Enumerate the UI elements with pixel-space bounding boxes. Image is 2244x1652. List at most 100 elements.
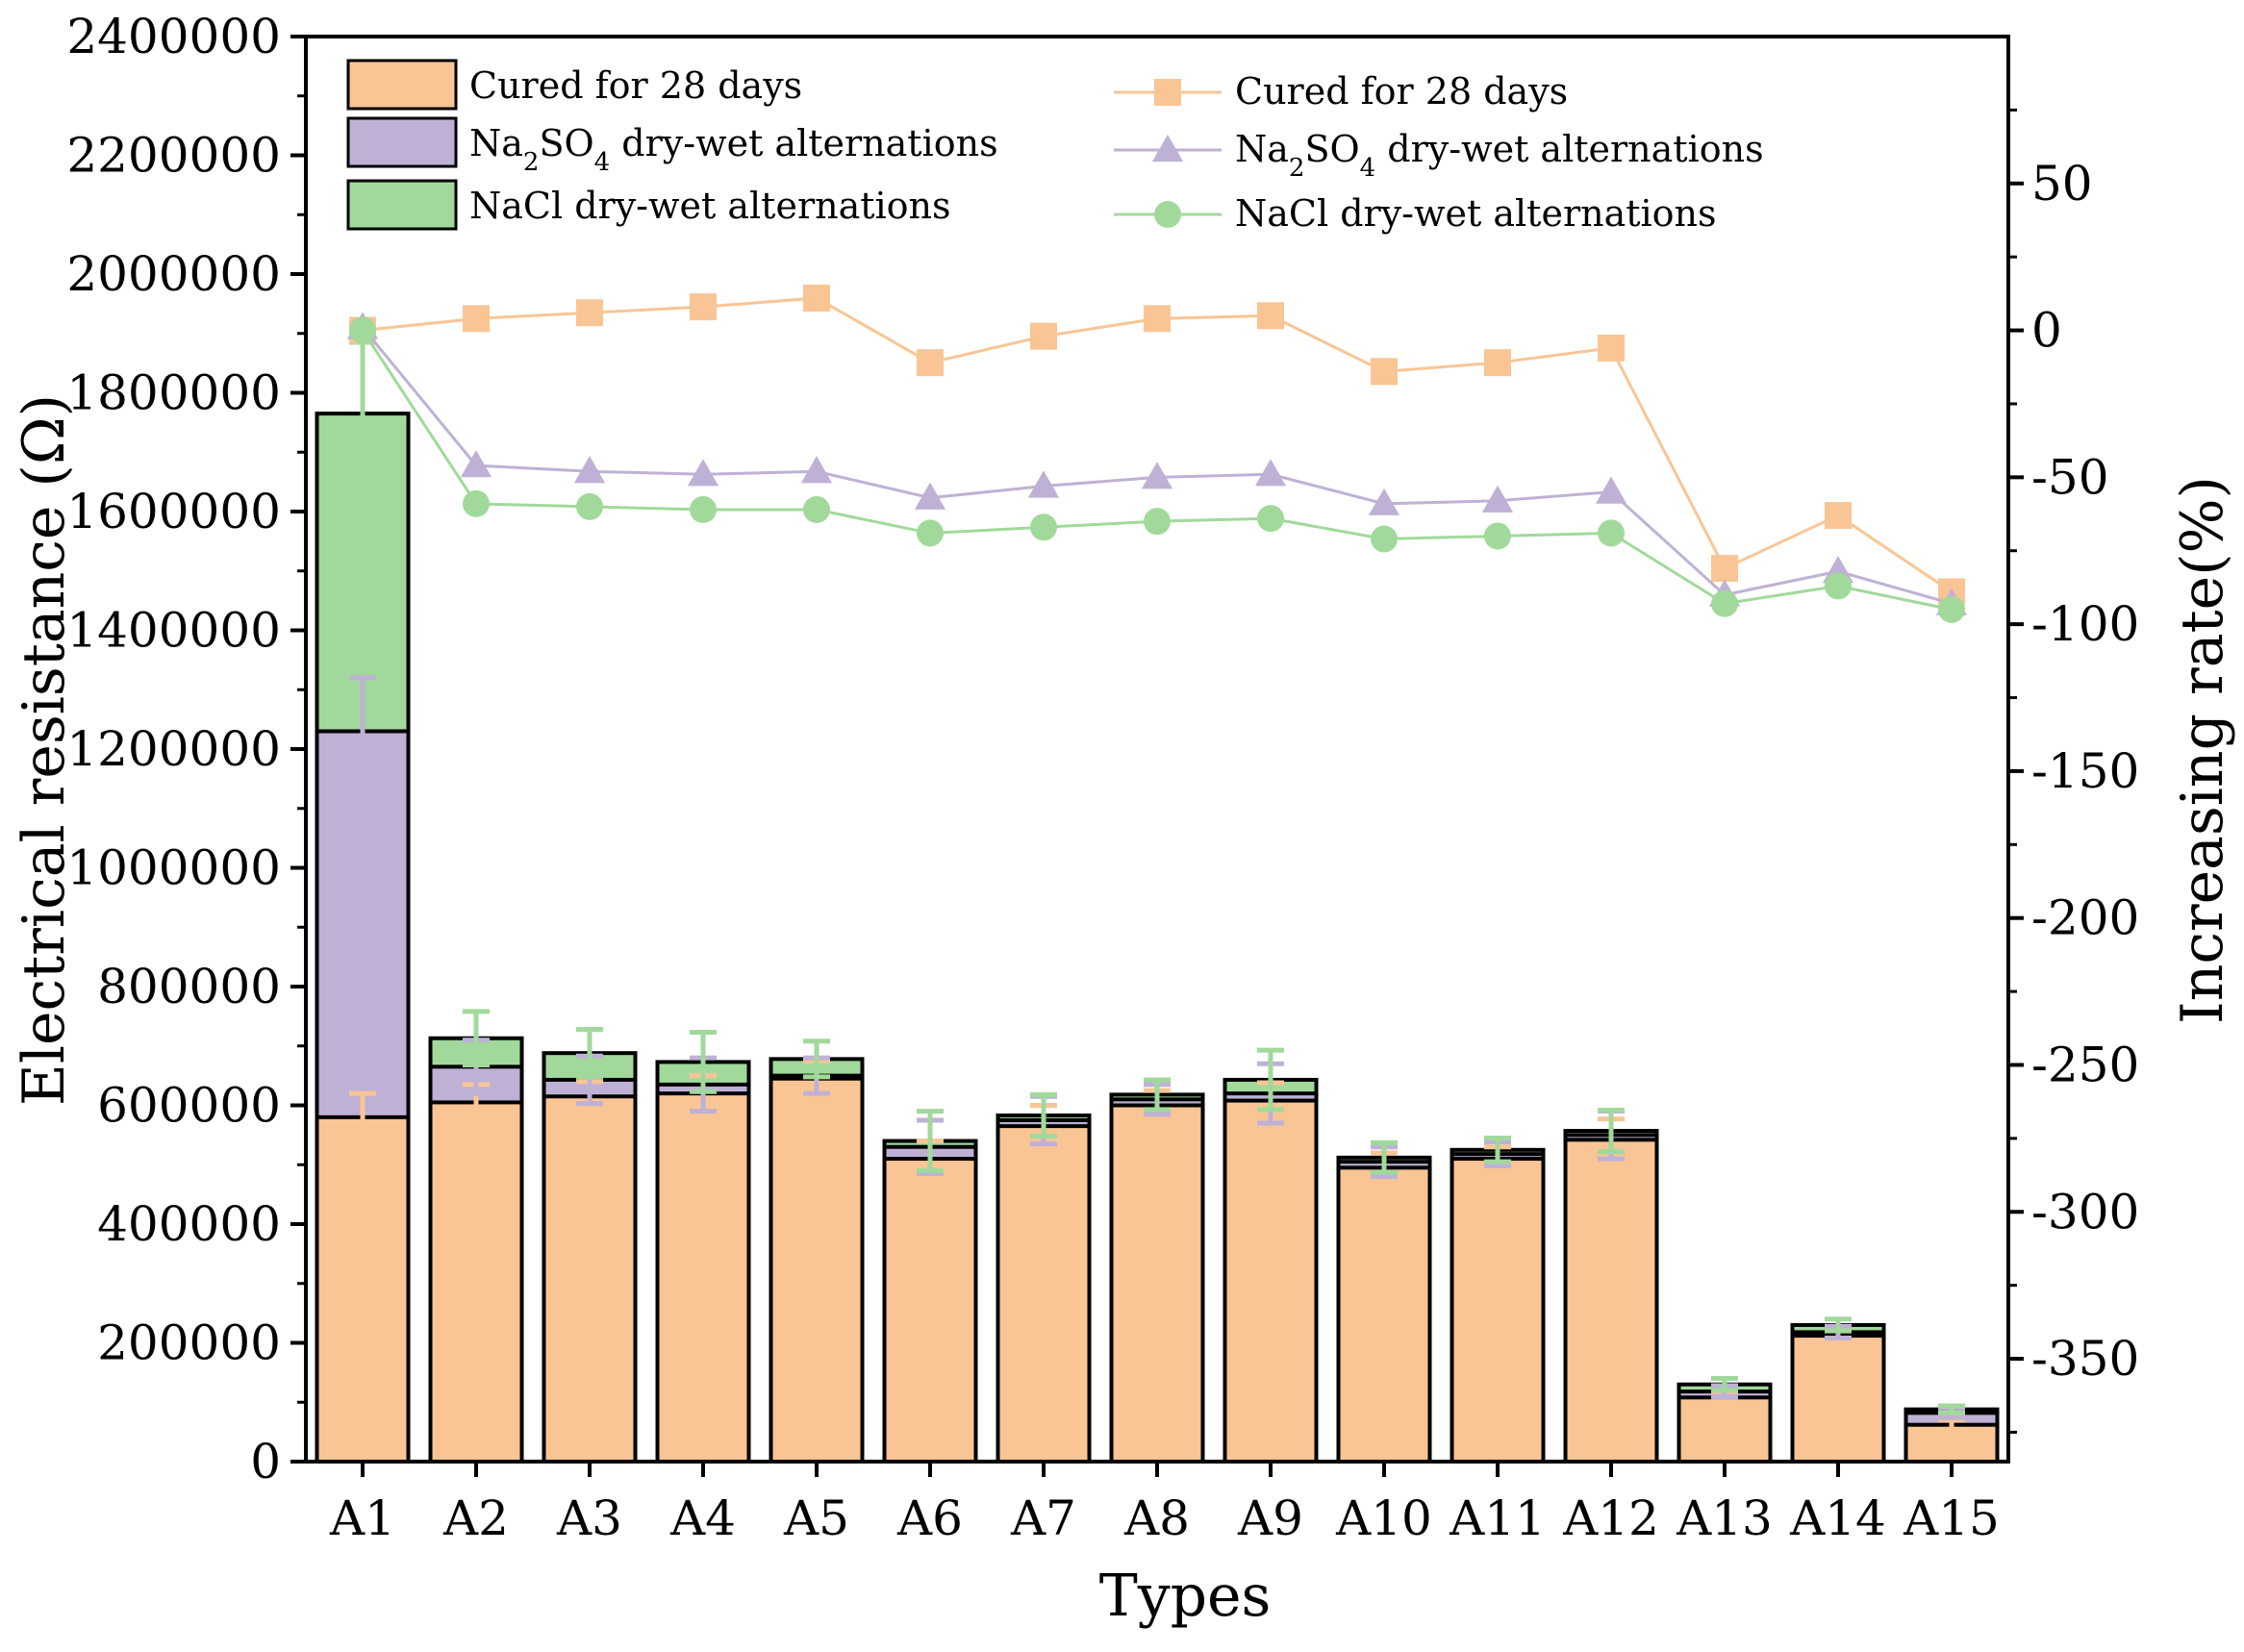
point-circle-A8 bbox=[1144, 508, 1171, 535]
legend-marker-circle bbox=[1154, 201, 1181, 228]
x-tick-label: A13 bbox=[1676, 1490, 1773, 1546]
point-circle-A13 bbox=[1711, 590, 1738, 617]
point-circle-A2 bbox=[463, 490, 490, 517]
legend-marker-square bbox=[1154, 79, 1181, 106]
legend-text-part: SO bbox=[539, 122, 593, 164]
legend-subscript: 4 bbox=[594, 148, 611, 177]
x-tick-label: A9 bbox=[1237, 1490, 1303, 1546]
legend-text-part: Na bbox=[1235, 128, 1289, 170]
legend-text-part: SO bbox=[1304, 128, 1359, 170]
legend-bar-swatch-0 bbox=[348, 61, 456, 109]
y-tick-label: 1600000 bbox=[66, 484, 281, 539]
point-square-A12 bbox=[1598, 335, 1625, 362]
legend-subscript: 2 bbox=[523, 148, 540, 177]
legend-subscript: 4 bbox=[1360, 154, 1376, 183]
legend-text-part: Cured for 28 days bbox=[1235, 70, 1568, 113]
point-circle-A5 bbox=[803, 496, 830, 523]
legend-text-part: Na bbox=[469, 122, 523, 164]
point-circle-A12 bbox=[1598, 519, 1625, 546]
point-circle-A10 bbox=[1371, 526, 1398, 553]
bar-cured-for-28-days-A10 bbox=[1339, 1167, 1430, 1462]
legend-bar-label-2: NaCl dry-wet alternations bbox=[469, 185, 951, 227]
y-tick-label: 1400000 bbox=[66, 603, 281, 659]
bar-cured-for-28-days-A3 bbox=[544, 1096, 636, 1462]
legend-line-label-0: Cured for 28 days bbox=[1235, 70, 1568, 113]
y2-tick-label: -350 bbox=[2031, 1331, 2139, 1387]
point-triangle-A4 bbox=[688, 459, 719, 486]
legend-subscript: 2 bbox=[1289, 154, 1305, 183]
bar-cured-for-28-days-A9 bbox=[1225, 1101, 1317, 1462]
y2-tick-label: -150 bbox=[2031, 743, 2139, 799]
x-tick-label: A11 bbox=[1449, 1490, 1546, 1546]
point-square-A7 bbox=[1030, 323, 1057, 350]
point-square-A5 bbox=[803, 285, 830, 312]
y2-tick-label: -300 bbox=[2031, 1184, 2139, 1239]
x-tick-label: A7 bbox=[1010, 1490, 1076, 1546]
x-axis-title: Types bbox=[1099, 1563, 1272, 1630]
legend-line-label-2: NaCl dry-wet alternations bbox=[1235, 192, 1717, 235]
legend-bar-swatch-2 bbox=[348, 181, 456, 229]
legend-text-part: NaCl dry-wet alternations bbox=[469, 185, 951, 227]
x-tick-label: A8 bbox=[1123, 1490, 1190, 1546]
y2-tick-label: -200 bbox=[2031, 890, 2139, 946]
point-triangle-A12 bbox=[1596, 477, 1626, 504]
y2-tick-label: 0 bbox=[2031, 303, 2062, 359]
point-square-A11 bbox=[1484, 349, 1511, 376]
y-tick-label: 1200000 bbox=[66, 721, 281, 777]
point-circle-A14 bbox=[1825, 572, 1852, 599]
x-tick-label: A15 bbox=[1903, 1490, 2000, 1546]
legend-bar-label-1: Na2SO4 dry-wet alternations bbox=[469, 122, 998, 177]
chart: 0200000400000600000800000100000012000001… bbox=[0, 0, 2244, 1652]
legend-text-part: Cured for 28 days bbox=[469, 64, 802, 107]
legend-line-label-1: Na2SO4 dry-wet alternations bbox=[1235, 128, 1764, 183]
y-tick-label: 400000 bbox=[97, 1196, 281, 1252]
y-tick-label: 2200000 bbox=[66, 128, 281, 184]
y-tick-label: 1800000 bbox=[66, 365, 281, 421]
point-triangle-A5 bbox=[801, 456, 832, 483]
point-triangle-A8 bbox=[1142, 462, 1172, 488]
bar-cured-for-28-days-A12 bbox=[1566, 1139, 1657, 1462]
point-triangle-A9 bbox=[1255, 459, 1286, 486]
point-circle-A6 bbox=[917, 519, 944, 546]
bar-cured-for-28-days-A7 bbox=[998, 1126, 1090, 1462]
bars-layer bbox=[317, 413, 1998, 1462]
point-circle-A4 bbox=[690, 496, 717, 523]
legend-text-part: dry-wet alternations bbox=[610, 122, 997, 164]
point-square-A3 bbox=[576, 299, 603, 326]
point-circle-A9 bbox=[1257, 505, 1284, 532]
legend-text-part: NaCl dry-wet alternations bbox=[1235, 192, 1717, 235]
bar-cured-for-28-days-A4 bbox=[658, 1093, 749, 1462]
point-square-A4 bbox=[690, 293, 717, 320]
bar-cured-for-28-days-A14 bbox=[1793, 1336, 1884, 1462]
x-tick-label: A10 bbox=[1335, 1490, 1432, 1546]
line-square-series bbox=[363, 298, 1952, 592]
legend-bar-label-0: Cured for 28 days bbox=[469, 64, 802, 107]
bar-cured-for-28-days-A13 bbox=[1679, 1397, 1771, 1462]
point-square-A14 bbox=[1825, 502, 1852, 529]
point-circle-A1 bbox=[349, 317, 376, 344]
y-tick-label: 2400000 bbox=[66, 9, 281, 64]
point-square-A6 bbox=[917, 349, 944, 376]
bar-cured-for-28-days-A8 bbox=[1112, 1106, 1203, 1463]
y2-tick-label: -50 bbox=[2031, 449, 2109, 505]
point-circle-A15 bbox=[1938, 596, 1965, 623]
point-square-A8 bbox=[1144, 305, 1171, 332]
x-tick-label: A2 bbox=[442, 1490, 509, 1546]
y-tick-label: 800000 bbox=[97, 959, 281, 1014]
y-axis-title: Electrical resistance (Ω) bbox=[11, 394, 78, 1106]
point-circle-A11 bbox=[1484, 522, 1511, 549]
x-tick-label: A3 bbox=[556, 1490, 622, 1546]
bar-cured-for-28-days-A11 bbox=[1452, 1159, 1544, 1462]
point-circle-A7 bbox=[1030, 513, 1057, 540]
point-circle-A3 bbox=[576, 493, 603, 520]
x-tick-label: A5 bbox=[783, 1490, 849, 1546]
bar-cured-for-28-days-A1 bbox=[317, 1117, 409, 1462]
y-tick-label: 2000000 bbox=[66, 246, 281, 302]
x-tick-label: A14 bbox=[1789, 1490, 1886, 1546]
x-tick-label: A6 bbox=[896, 1490, 963, 1546]
bar-cured-for-28-days-A6 bbox=[885, 1159, 976, 1462]
point-square-A10 bbox=[1371, 358, 1398, 385]
y2-tick-label: -100 bbox=[2031, 596, 2139, 652]
legend-marker-triangle bbox=[1152, 135, 1183, 162]
